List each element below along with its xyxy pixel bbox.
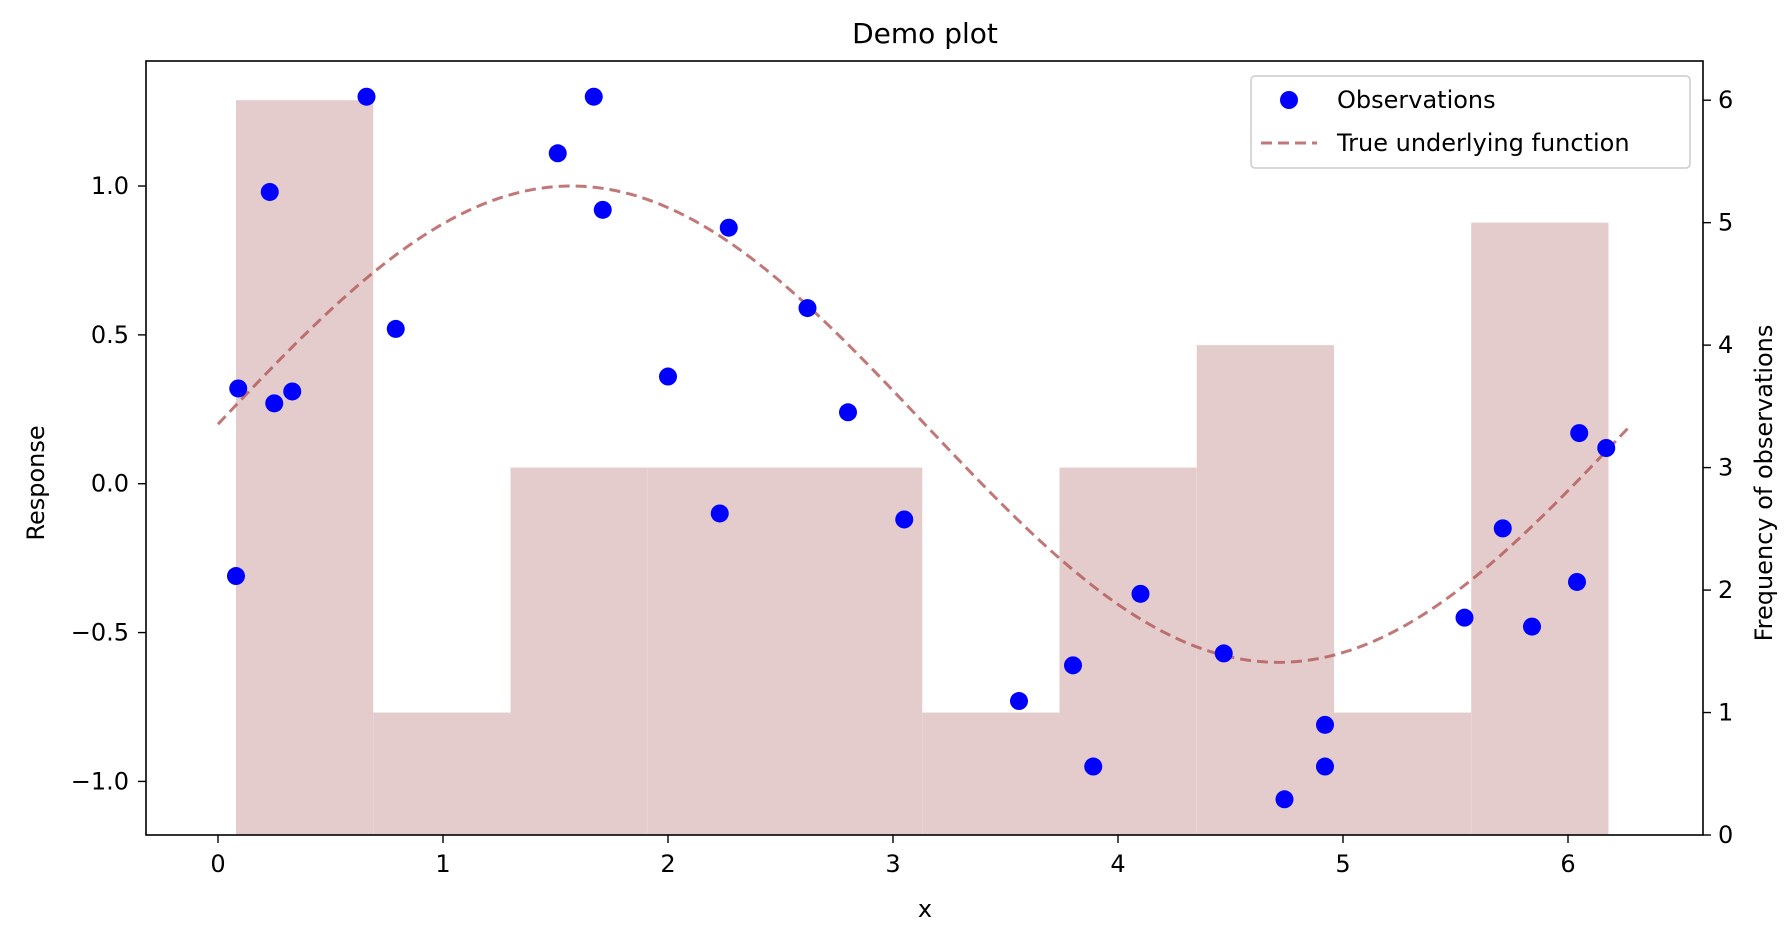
observation-point-8 [584,87,603,106]
true-function-line-layer [216,184,1633,664]
legend-true-function-label: True underlying function [1336,129,1630,157]
observation-point-26 [1523,617,1541,636]
observation-point-7 [548,144,567,163]
observation-point-11 [710,504,729,523]
x-tick-label-5: 5 [1335,850,1350,878]
x-axis: 0 1 2 3 4 5 6 [210,835,1576,878]
observation-point-21 [1275,790,1294,809]
legend-observations-label: Observations [1337,86,1496,114]
true-function-line [216,184,1633,664]
y2-tick-label-3: 3 [1718,454,1733,482]
x-tick-label-1: 1 [435,850,450,878]
observation-point-22 [1316,715,1334,734]
legend-box [1250,75,1691,169]
x-tick-label-2: 2 [660,850,675,878]
x-axis-label: x [918,895,932,923]
histogram-bar-6 [1059,467,1197,835]
y2-tick-label-5: 5 [1718,209,1733,237]
observation-point-25 [1493,519,1512,538]
legend-observations-marker [1280,91,1298,109]
observation-point-15 [895,510,914,529]
chart-title: Demo plot [852,17,998,50]
observation-point-2 [260,182,279,201]
histogram-bar-1 [373,712,511,835]
y-tick-label-1: −0.5 [71,619,129,647]
y2-tick-label-4: 4 [1718,331,1733,359]
histogram-bar-2 [510,467,648,835]
observation-point-4 [283,382,302,401]
observation-point-1 [229,379,248,398]
observation-point-20 [1214,644,1233,663]
y-tick-label-2: 0.0 [91,470,129,498]
y2-axis-label: Frequency of observations [1750,325,1778,642]
histogram-bars [236,100,1609,836]
observation-point-19 [1131,584,1150,603]
histogram-bar-3 [647,467,785,835]
histogram-bar-9 [1471,222,1609,836]
histogram-bar-5 [922,712,1060,835]
x-tick-label-6: 6 [1560,850,1575,878]
observation-point-6 [386,319,405,338]
observation-point-5 [357,87,376,106]
y2-tick-label-1: 1 [1718,699,1733,727]
observation-point-16 [1010,692,1028,711]
y-tick-label-0: −1.0 [71,767,129,795]
observation-point-17 [1064,656,1082,675]
observation-point-12 [719,218,738,237]
observation-point-0 [227,567,245,586]
histogram-bar-4 [785,467,923,835]
observation-point-23 [1316,757,1334,776]
observation-point-14 [839,403,857,422]
observation-point-24 [1455,608,1474,627]
histogram-bar-7 [1196,345,1334,835]
y-tick-label-3: 0.5 [91,321,129,349]
x-tick-label-3: 3 [885,850,900,878]
observation-point-29 [1597,439,1616,457]
observation-point-13 [798,299,817,318]
histogram-bar-8 [1334,712,1472,835]
observation-point-18 [1084,757,1103,776]
y2-tick-label-6: 6 [1718,86,1733,114]
y-axis-right: 0 1 2 3 4 5 6 [1703,86,1733,849]
legend: Observations True underlying function [1250,75,1691,169]
y-axis-left: −1.0 −0.5 0.0 0.5 1.0 [71,172,146,795]
y2-tick-label-2: 2 [1718,576,1733,604]
y2-tick-label-0: 0 [1718,821,1733,849]
x-tick-label-4: 4 [1110,850,1125,878]
y-tick-label-4: 1.0 [91,172,129,200]
plot-frame [145,60,1704,836]
observation-points [227,87,1616,809]
observation-point-3 [265,394,284,413]
histogram-bar-0 [236,100,374,835]
observation-point-28 [1570,424,1589,443]
x-tick-label-0: 0 [210,850,225,878]
observation-point-27 [1568,572,1586,591]
y-axis-label: Response [22,425,50,540]
observation-point-9 [593,200,612,219]
observation-point-10 [659,367,677,386]
